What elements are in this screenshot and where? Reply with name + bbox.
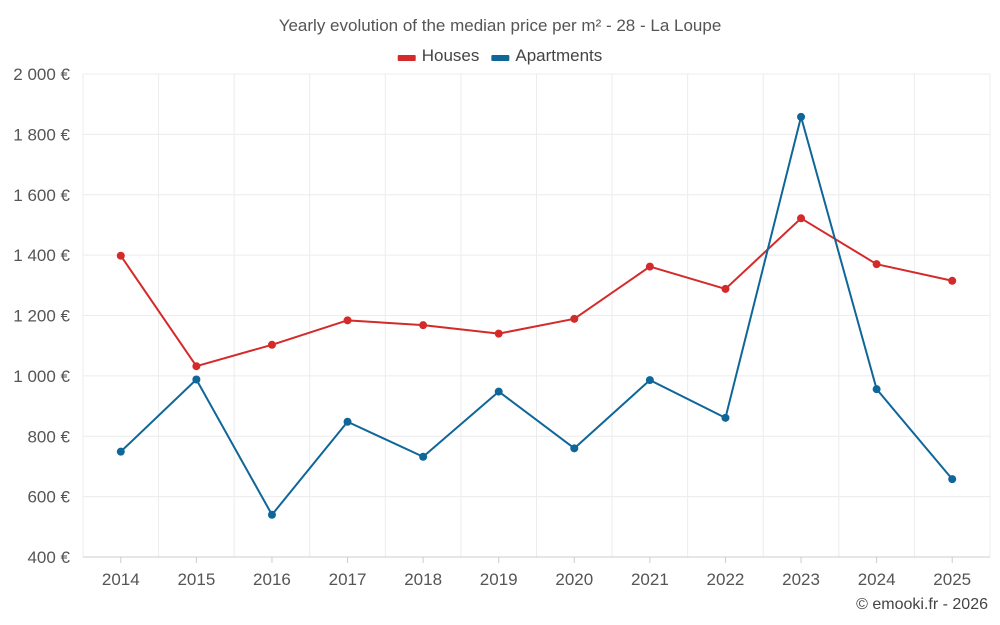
data-point-houses bbox=[872, 260, 881, 269]
x-tick-label: 2016 bbox=[253, 570, 291, 589]
data-point-houses bbox=[797, 214, 806, 223]
grid bbox=[82, 73, 991, 557]
series-line-apartments bbox=[120, 115, 953, 516]
y-tick-label: 1 800 € bbox=[13, 125, 70, 144]
data-point-apartments bbox=[419, 452, 428, 461]
data-point-houses bbox=[494, 329, 503, 338]
x-tick-label: 2017 bbox=[329, 570, 367, 589]
x-tick-label: 2021 bbox=[631, 570, 669, 589]
y-tick-label: 2 000 € bbox=[13, 65, 70, 84]
data-point-apartments bbox=[192, 375, 201, 384]
y-tick-label: 800 € bbox=[27, 427, 70, 446]
data-point-houses bbox=[343, 316, 352, 325]
y-tick-label: 1 600 € bbox=[13, 186, 70, 205]
data-point-apartments bbox=[494, 387, 503, 396]
data-point-houses bbox=[192, 362, 201, 371]
legend-swatch-apartments bbox=[491, 55, 510, 61]
chart-title: Yearly evolution of the median price per… bbox=[279, 16, 722, 35]
data-point-apartments bbox=[343, 417, 352, 426]
data-point-apartments bbox=[645, 376, 654, 385]
credit-text: © emooki.fr - 2026 bbox=[856, 596, 988, 613]
legend-label-apartments: Apartments bbox=[515, 46, 602, 65]
x-tick-label: 2018 bbox=[404, 570, 442, 589]
x-tick-label: 2025 bbox=[933, 570, 971, 589]
data-point-apartments bbox=[570, 444, 579, 453]
y-axis: 400 € 600 € 800 € 1 000 € 1 200 € 1 400 € 1 60… bbox=[13, 65, 70, 567]
data-point-houses bbox=[948, 276, 957, 285]
legend-item-houses: Houses bbox=[397, 46, 480, 65]
y-tick-label: 1 400 € bbox=[13, 246, 70, 265]
series-layer bbox=[116, 112, 957, 519]
x-tick-label: 2019 bbox=[480, 570, 518, 589]
legend: Houses Apartments bbox=[397, 46, 602, 65]
data-point-houses bbox=[570, 314, 579, 323]
y-tick-label: 1 000 € bbox=[13, 367, 70, 386]
data-point-apartments bbox=[948, 475, 957, 484]
data-point-apartments bbox=[267, 510, 276, 519]
data-point-houses bbox=[116, 251, 125, 260]
data-point-houses bbox=[645, 262, 654, 271]
x-tick-label: 2015 bbox=[177, 570, 215, 589]
data-point-apartments bbox=[116, 447, 125, 456]
x-tick-label: 2014 bbox=[102, 570, 140, 589]
data-point-apartments bbox=[797, 112, 806, 121]
x-tick-label: 2022 bbox=[707, 570, 745, 589]
series-line-houses bbox=[119, 217, 953, 368]
data-point-houses bbox=[419, 321, 428, 330]
legend-swatch-houses bbox=[397, 55, 416, 61]
y-tick-label: 600 € bbox=[27, 488, 70, 507]
x-tick-label: 2020 bbox=[555, 570, 593, 589]
data-point-apartments bbox=[721, 413, 730, 422]
legend-label-houses: Houses bbox=[422, 46, 480, 65]
x-axis: 2014 2015 2016 2017 2018 2019 2020 2021 2022 2023… bbox=[83, 556, 990, 589]
x-tick-label: 2023 bbox=[782, 570, 820, 589]
data-point-apartments bbox=[872, 385, 881, 394]
x-tick-label: 2024 bbox=[858, 570, 896, 589]
data-point-houses bbox=[721, 284, 730, 293]
legend-item-apartments: Apartments bbox=[491, 46, 602, 65]
y-tick-label: 1 200 € bbox=[13, 307, 70, 326]
y-tick-label: 400 € bbox=[27, 548, 70, 567]
data-point-houses bbox=[267, 340, 276, 349]
